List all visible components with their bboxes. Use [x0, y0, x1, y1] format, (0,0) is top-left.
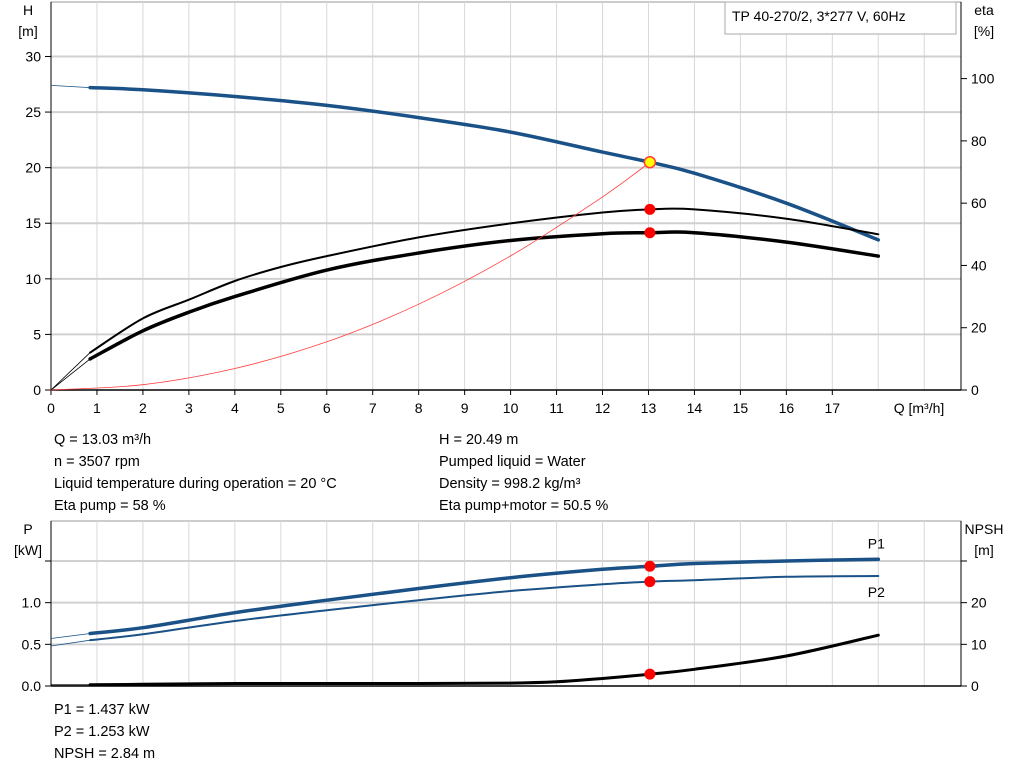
head-curve: [88, 85, 881, 242]
x-tick-label: 1: [93, 400, 101, 416]
x-tick-label: 16: [779, 400, 795, 416]
x-tick-label: 13: [641, 400, 657, 416]
plot-area: [50, 1, 962, 391]
operating-point: [644, 576, 656, 588]
x-tick-label: 9: [461, 400, 469, 416]
y-tick-label: 0.0: [22, 678, 42, 694]
operating-point: [644, 668, 656, 680]
info-bottom: P1 = 1.437 kW P2 = 1.253 kW NPSH = 2.84 …: [54, 699, 155, 765]
system-curve: [50, 161, 651, 391]
x-tick-label: 2: [139, 400, 147, 416]
x-tick-label: 15: [733, 400, 749, 416]
y-axis-title: H: [23, 2, 33, 18]
x-tick-label: 12: [595, 400, 611, 416]
y2-tick-label: 40: [971, 257, 987, 273]
p1-curve: [88, 557, 881, 636]
operating-point: [643, 155, 657, 169]
p2-curve: [89, 575, 880, 642]
info-q: Q = 13.03 m³/h: [54, 432, 152, 448]
y-axis-unit: [m]: [18, 23, 37, 39]
eta-total-curve: [88, 230, 881, 361]
info-h: H = 20.49 m: [439, 432, 519, 448]
y-axis-unit: [kW]: [14, 542, 42, 558]
info-p1: P1 = 1.437 kW: [54, 702, 150, 718]
x-tick-label: 17: [825, 400, 841, 416]
operating-point: [644, 227, 656, 239]
y2-tick-label: 60: [971, 195, 987, 211]
info-n: n = 3507 rpm: [54, 454, 140, 470]
x-tick-label: 0: [47, 400, 55, 416]
panel-power-npsh: [45, 520, 967, 687]
series-label-p1: P1: [868, 535, 885, 551]
npsh-curve: [88, 633, 880, 687]
chart-title: TP 40-270/2, 3*277 V, 60Hz: [732, 8, 906, 24]
y-tick-label: 25: [25, 104, 41, 120]
series-extrapolation: [50, 639, 91, 647]
x-tick-label: 14: [687, 400, 703, 416]
series-extrapolation: [50, 85, 91, 88]
info-npsh: NPSH = 2.84 m: [54, 746, 156, 762]
y2-tick-label: 100: [971, 71, 995, 87]
series-extrapolation: [50, 352, 91, 391]
eta-pump-curve: [89, 207, 880, 354]
info-liquid: Pumped liquid = Water: [439, 454, 586, 470]
x-tick-label: 3: [185, 400, 193, 416]
y2-axis-title: NPSH: [965, 521, 1004, 537]
info-right: H = 20.49 m Pumped liquid = Water Densit…: [439, 429, 608, 517]
x-tick-label: 10: [503, 400, 519, 416]
y-tick-label: 30: [25, 48, 41, 64]
y-tick-label: 5: [33, 326, 41, 342]
info-density: Density = 998.2 kg/m³: [439, 476, 581, 492]
x-tick-label: 7: [369, 400, 377, 416]
y2-axis-unit: [m]: [974, 542, 993, 558]
y2-axis-title: eta: [974, 2, 994, 18]
y-tick-label: 0: [33, 382, 41, 398]
info-p2: P2 = 1.253 kW: [54, 724, 150, 740]
y2-axis-unit: [%]: [974, 23, 994, 39]
operating-point: [644, 203, 656, 215]
info-temp: Liquid temperature during operation = 20…: [54, 476, 337, 492]
x-tick-label: 8: [415, 400, 423, 416]
y-tick-label: 10: [25, 271, 41, 287]
x-tick-label: 11: [549, 400, 564, 416]
series-extrapolation: [50, 633, 91, 639]
y2-tick-label: 20: [971, 595, 987, 611]
title-box: [724, 1, 957, 35]
y2-tick-label: 10: [971, 636, 987, 652]
y-axis-title: P: [23, 521, 32, 537]
y-tick-label: 0.5: [22, 636, 42, 652]
series-label-p2: P2: [868, 584, 885, 600]
x-tick-label: 5: [277, 400, 285, 416]
y2-tick-label: 20: [971, 320, 987, 336]
y2-tick-label: 0: [971, 678, 979, 694]
series-extrapolation: [50, 358, 91, 391]
operating-point: [644, 560, 656, 572]
info-eta-total: Eta pump+motor = 50.5 %: [439, 498, 609, 514]
x-axis-title: Q [m³/h]: [894, 400, 945, 416]
panel-head-eta: [45, 1, 967, 395]
info-left: Q = 13.03 m³/h n = 3507 rpm Liquid tempe…: [54, 429, 337, 517]
x-tick-label: 4: [231, 400, 239, 416]
info-eta-pump: Eta pump = 58 %: [54, 498, 166, 514]
y-tick-label: 1.0: [22, 595, 42, 611]
x-tick-label: 6: [323, 400, 331, 416]
y-tick-label: 20: [25, 160, 41, 176]
y2-tick-label: 0: [971, 382, 979, 398]
y2-tick-label: 80: [971, 133, 987, 149]
y-tick-label: 15: [25, 215, 41, 231]
